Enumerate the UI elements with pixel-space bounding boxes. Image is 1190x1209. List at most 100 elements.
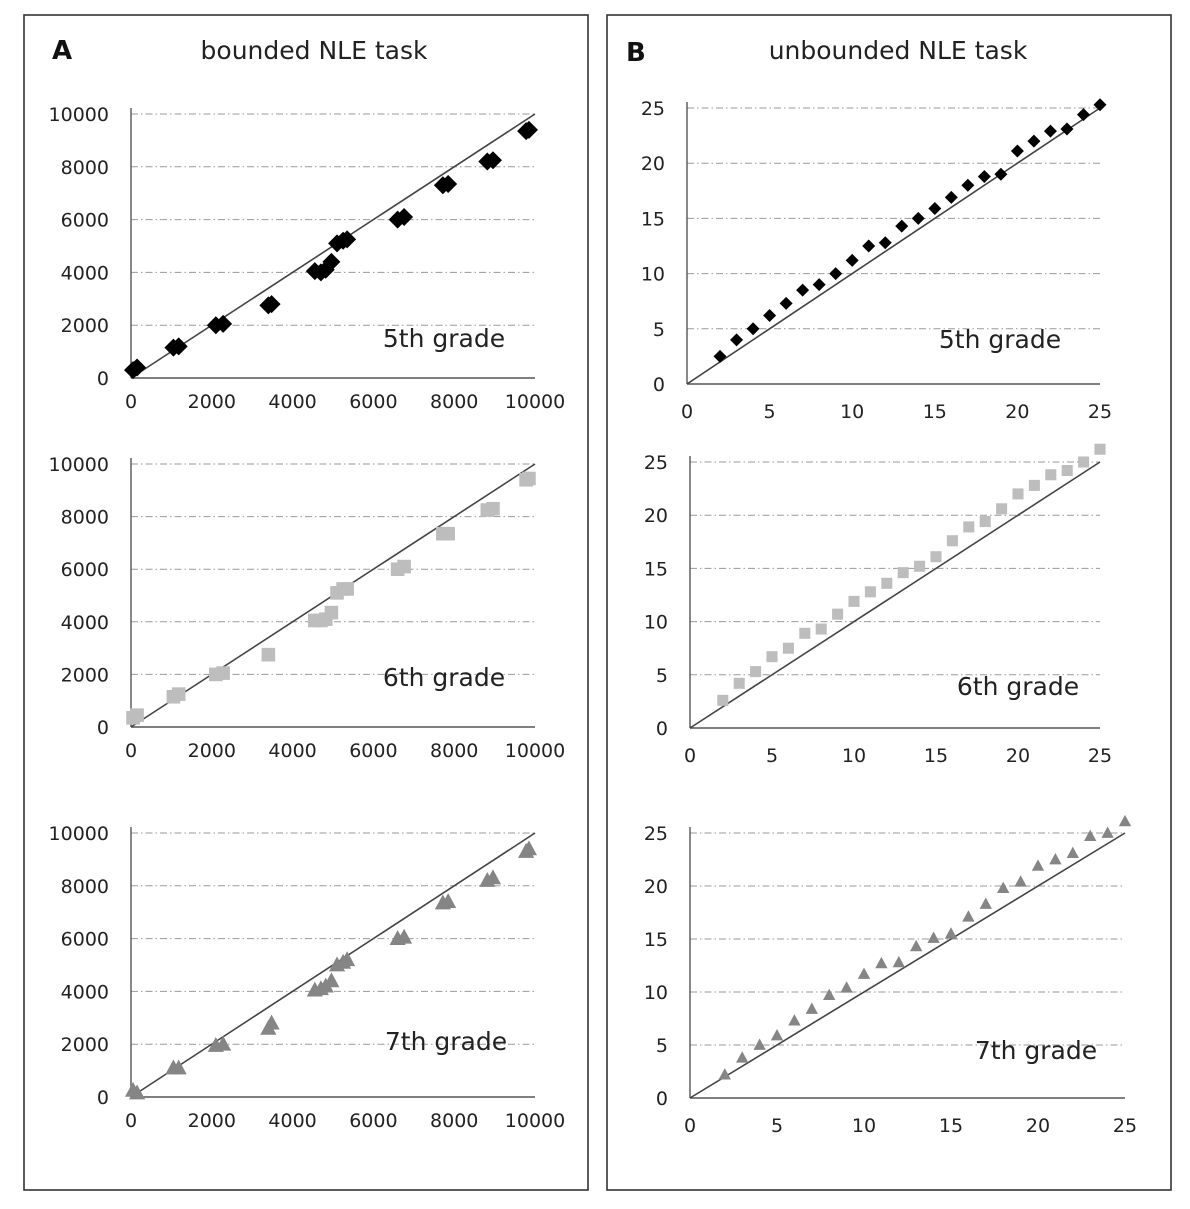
- data-point: [396, 928, 413, 944]
- panel-b-title: unbounded NLE task: [769, 36, 1028, 65]
- y-tick-label: 20: [644, 876, 668, 898]
- data-point: [1101, 826, 1114, 838]
- x-tick-label: 10000: [505, 1110, 565, 1132]
- data-point: [1076, 108, 1090, 122]
- x-tick-label: 15: [924, 745, 948, 767]
- data-point: [796, 283, 810, 297]
- x-tick-label: 0: [681, 401, 693, 423]
- x-tick-label: 8000: [430, 1110, 478, 1132]
- y-tick-label: 5: [653, 319, 665, 341]
- data-point: [717, 694, 729, 706]
- y-tick-label: 8000: [61, 157, 109, 179]
- data-point: [170, 1059, 187, 1075]
- x-tick-label: 5: [771, 1115, 783, 1137]
- identity-line: [686, 107, 1101, 385]
- x-tick-label: 6000: [349, 740, 397, 762]
- data-point: [881, 577, 893, 589]
- data-point: [263, 1014, 280, 1030]
- data-point: [823, 988, 836, 1001]
- data-point: [766, 651, 778, 663]
- y-tick-label: 25: [641, 98, 665, 120]
- data-point: [736, 1051, 749, 1063]
- x-tick-label: 10: [842, 745, 866, 767]
- data-point: [261, 647, 276, 662]
- data-point: [484, 869, 502, 885]
- panel-b-letter: B: [626, 38, 646, 68]
- data-point: [323, 972, 340, 988]
- x-tick-label: 8000: [430, 740, 478, 762]
- x-tick-label: 6000: [349, 1110, 397, 1132]
- data-point: [1093, 98, 1107, 112]
- chart-panel-a-5th: 0 2000 4000 6000 8000 10000 0 2000 4000 6000 8000 1…: [49, 104, 566, 413]
- data-point: [397, 559, 411, 574]
- data-point: [1012, 488, 1024, 500]
- data-point: [340, 582, 354, 596]
- data-point: [895, 219, 909, 233]
- y-tick-label: 2000: [61, 315, 109, 337]
- data-point: [832, 608, 844, 620]
- y-tick-label: 15: [644, 558, 668, 580]
- data-point: [718, 1068, 731, 1080]
- panel-a-frame: [23, 14, 589, 1191]
- data-point: [944, 190, 958, 204]
- data-point: [338, 230, 357, 249]
- grade-label: 5th grade: [939, 325, 1061, 354]
- y-tick-label: 20: [641, 153, 665, 175]
- x-tick-label: 25: [1088, 745, 1112, 767]
- data-point: [946, 535, 958, 547]
- y-tick-label: 5: [656, 665, 668, 687]
- data-point: [857, 967, 871, 979]
- x-tick-label: 0: [684, 745, 696, 767]
- grade-label: 5th grade: [383, 324, 505, 353]
- x-tick-label: 10: [840, 401, 864, 423]
- data-point: [439, 174, 458, 193]
- identity-line: [689, 832, 1126, 1099]
- data-point: [1049, 853, 1062, 865]
- y-tick-label: 20: [644, 505, 668, 527]
- grade-label: 7th grade: [975, 1036, 1097, 1065]
- data-point: [977, 169, 991, 183]
- data-point: [845, 253, 859, 267]
- data-point: [214, 314, 233, 333]
- data-point: [733, 677, 745, 689]
- data-point: [962, 910, 975, 922]
- data-point: [848, 595, 860, 607]
- data-point: [911, 211, 925, 225]
- data-point: [486, 501, 500, 516]
- data-point: [262, 295, 281, 314]
- x-tick-label: 20: [1026, 1115, 1050, 1137]
- y-tick-label: 10000: [49, 454, 109, 476]
- data-point: [892, 955, 905, 968]
- data-point: [779, 296, 793, 310]
- data-point: [1061, 464, 1073, 477]
- data-point: [750, 666, 762, 678]
- y-tick-label: 10: [644, 612, 668, 634]
- chart-panel-a-7th: 0 2000 4000 6000 8000 10000 0 2000 4000 6000 8000 1…: [49, 823, 566, 1132]
- grade-label: 6th grade: [383, 663, 505, 692]
- data-point: [763, 309, 777, 323]
- y-tick-label: 10: [644, 982, 668, 1004]
- data-point: [914, 560, 926, 572]
- data-point: [1118, 814, 1132, 827]
- x-tick-label: 10000: [505, 391, 565, 413]
- data-point: [799, 627, 811, 639]
- y-tick-label: 2000: [61, 1034, 109, 1056]
- x-tick-label: 15: [939, 1115, 963, 1137]
- data-point: [979, 897, 992, 909]
- x-tick-label: 15: [923, 401, 947, 423]
- x-tick-label: 0: [125, 740, 137, 762]
- data-point: [730, 333, 744, 347]
- y-tick-label: 0: [97, 717, 109, 739]
- data-point: [963, 521, 975, 533]
- chart-panel-b-5th: 0 5 10 15 20 25 0 5 10 15 20 25 5th grade: [641, 98, 1112, 423]
- y-tick-label: 8000: [61, 507, 109, 529]
- data-point: [1084, 829, 1097, 842]
- data-point: [1066, 846, 1079, 859]
- y-tick-label: 0: [97, 1087, 109, 1109]
- identity-line: [689, 461, 1101, 729]
- data-point: [519, 120, 538, 139]
- data-point: [878, 236, 892, 250]
- y-tick-label: 4000: [61, 981, 109, 1003]
- x-tick-label: 10: [852, 1115, 876, 1137]
- y-tick-label: 2000: [61, 664, 109, 686]
